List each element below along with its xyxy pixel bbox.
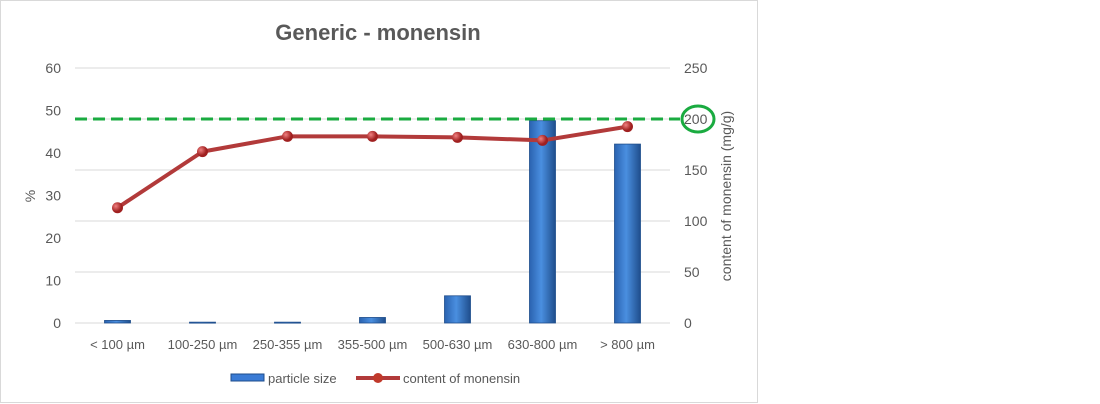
x-tick-label: 250-355 µm xyxy=(253,337,323,352)
y-tick-label: 60 xyxy=(45,60,61,76)
y-tick-label: 50 xyxy=(45,103,61,119)
y-tick-label: 20 xyxy=(45,230,61,246)
legend-label-monensin: content of monensin xyxy=(403,371,520,386)
y-tick-label: 10 xyxy=(45,273,61,289)
x-tick-label: 630-800 µm xyxy=(508,337,578,352)
bar-particle-size xyxy=(529,120,556,324)
bar-particle-size xyxy=(274,321,301,324)
line-point xyxy=(197,146,208,158)
line-point xyxy=(112,202,123,214)
x-tick-label: 355-500 µm xyxy=(338,337,408,352)
y-tick-label: 30 xyxy=(45,188,61,204)
legend-swatch-particle-size xyxy=(230,373,265,382)
x-tick-label: 500-630 µm xyxy=(423,337,493,352)
y-tick-label: 40 xyxy=(45,145,61,161)
highlight-circle xyxy=(680,104,716,134)
y2-tick-label: 50 xyxy=(684,264,700,280)
line-point xyxy=(367,130,378,142)
legend-marker xyxy=(373,373,383,383)
chart-title: Generic - monensin xyxy=(275,20,480,45)
y-axis-label: % xyxy=(22,190,38,202)
x-tick-label: < 100 µm xyxy=(90,337,145,352)
y2-tick-label: 200 xyxy=(684,111,708,127)
bar-particle-size xyxy=(614,143,641,324)
bar-particle-size xyxy=(104,320,131,324)
y2-tick-label: 150 xyxy=(684,162,708,178)
bar-particle-size xyxy=(189,321,216,324)
line-point xyxy=(537,134,548,146)
x-tick-label: > 800 µm xyxy=(600,337,655,352)
y2-tick-label: 100 xyxy=(684,213,708,229)
line-point xyxy=(622,121,633,133)
x-tick-label: 100-250 µm xyxy=(168,337,238,352)
line-point xyxy=(452,131,463,143)
bar-particle-size xyxy=(444,295,471,324)
bar-particle-size xyxy=(359,317,386,324)
y2-tick-label: 0 xyxy=(684,315,692,331)
y2-tick-label: 250 xyxy=(684,60,708,76)
y2-axis-label: content of monensin (mg/g) xyxy=(718,111,734,281)
y-tick-label: 0 xyxy=(53,315,61,331)
line-point xyxy=(282,130,293,142)
legend: particle size content of monensin xyxy=(230,371,520,386)
legend-label-particle-size: particle size xyxy=(268,371,337,386)
